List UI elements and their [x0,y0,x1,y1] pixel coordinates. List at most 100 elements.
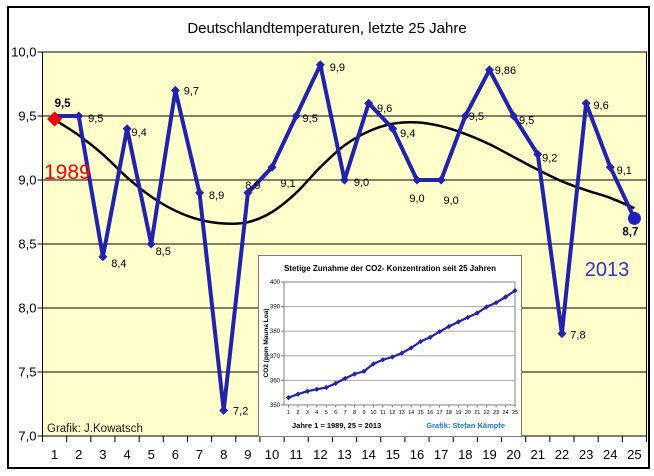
data-point-marker [484,65,494,75]
data-point-label: 9,2 [542,152,557,164]
inset-x-tick-label: 25 [512,410,518,416]
data-point-label: 9,0 [354,177,369,189]
x-tick-label: 19 [482,447,496,462]
inset-x-axis-title: Jahre 1 = 1989, 25 = 2013 [292,421,381,430]
data-point-label: 9,4 [131,127,146,139]
inset-x-tick-label: 1 [287,410,290,416]
y-tick-label: 9,0 [18,173,36,188]
data-point-marker [364,98,374,108]
x-tick-label: 21 [531,447,545,462]
inset-x-tick-label: 2 [296,410,299,416]
x-tick-label: 12 [313,447,327,462]
inset-x-tick-label: 20 [465,410,471,416]
co2-point-marker [502,294,509,300]
y-tick-label: 10,0 [11,45,36,60]
inset-y-tick-label: 390 [270,305,281,311]
data-point-label: 9,5 [303,113,318,125]
inset-x-tick-label: 11 [380,410,386,416]
trend-line [53,118,635,226]
data-point-label: 9,5 [88,113,103,125]
inset-x-tick-label: 18 [446,410,452,416]
co2-point-marker [484,304,490,310]
end-point-marker [627,211,641,225]
co2-point-marker [465,314,471,321]
x-tick-label: 3 [99,447,106,462]
co2-point-marker [474,310,480,316]
x-tick-label: 8 [220,447,227,462]
data-point-label: 9,5 [519,115,534,127]
co2-point-marker [427,334,433,340]
x-tick-label: 7 [196,447,203,462]
data-point-marker [122,124,132,134]
co2-point-marker [408,345,414,351]
co2-point-marker [389,354,395,360]
x-tick-label: 15 [386,447,400,462]
data-point-label: 9,5 [469,111,484,123]
data-point-marker [412,175,422,185]
data-point-marker [74,111,84,121]
data-point-label: 9,0 [443,195,458,207]
x-tick-label: 22 [555,447,569,462]
data-point-label: 9,0 [409,193,424,205]
inset-x-tick-label: 22 [484,410,490,416]
data-point-marker [533,149,543,159]
data-point-label: 9,6 [377,103,392,115]
x-tick-label: 2 [75,447,82,462]
data-point-marker [267,162,277,172]
inset-x-tick-label: 9 [362,410,365,416]
data-point-label: 9,4 [400,128,415,140]
data-point-marker [146,239,156,249]
data-point-label: 9,1 [280,178,295,190]
x-tick-label: 14 [361,447,375,462]
inset-x-tick-label: 3 [306,410,309,416]
co2-point-marker [323,384,329,391]
inset-x-tick-label: 8 [353,410,356,416]
y-tick-label: 9,5 [18,109,36,124]
x-tick-label: 17 [434,447,448,462]
data-point-marker [170,85,180,95]
data-point-label: 8,9 [245,180,260,192]
data-point-marker [315,60,325,70]
x-tick-label: 16 [410,447,424,462]
data-point-marker [605,162,615,172]
data-point-marker [388,124,398,134]
data-point-label: 7,2 [233,405,248,417]
data-point-marker [291,111,301,121]
data-point-label: 9,5 [55,98,72,110]
co2-point-marker [342,375,348,382]
inset-y-tick-label: 360 [270,378,281,384]
data-point-label: 9,1 [617,165,632,177]
x-tick-label: 23 [579,447,593,462]
x-tick-label: 1 [51,447,58,462]
co2-point-marker [399,350,405,356]
x-tick-label: 20 [506,447,520,462]
co2-point-marker [446,323,452,330]
data-point-label: 8,7 [622,226,638,238]
inset-x-tick-label: 24 [503,410,509,416]
x-tick-label: 11 [289,447,303,462]
x-tick-label: 13 [337,447,351,462]
inset-y-tick-label: 370 [270,354,281,360]
inset-x-tick-label: 5 [325,410,328,416]
data-point-label: 8,4 [111,258,126,270]
co2-point-marker [370,361,377,367]
data-point-marker [195,188,205,198]
x-tick-label: 18 [458,447,472,462]
inset-x-tick-label: 12 [389,410,395,416]
start-year-annotation: 1989 [44,161,91,184]
data-point-label: 9,7 [184,85,199,97]
inset-credit: Grafik: Stefan Kämpfe [426,421,505,430]
x-tick-label: 24 [603,447,617,462]
inset-x-tick-label: 17 [436,410,442,416]
data-point-marker [436,175,446,185]
data-point-marker [557,329,567,339]
data-point-marker [219,405,229,415]
co2-point-marker [295,391,301,397]
y-tick-label: 8,0 [18,301,36,316]
inset-x-tick-label: 6 [334,410,337,416]
x-tick-label: 5 [148,447,155,462]
chart-credit: Grafik: J.Kowatsch [47,423,143,435]
inset-x-tick-label: 19 [455,410,461,416]
co2-point-marker [304,388,310,394]
